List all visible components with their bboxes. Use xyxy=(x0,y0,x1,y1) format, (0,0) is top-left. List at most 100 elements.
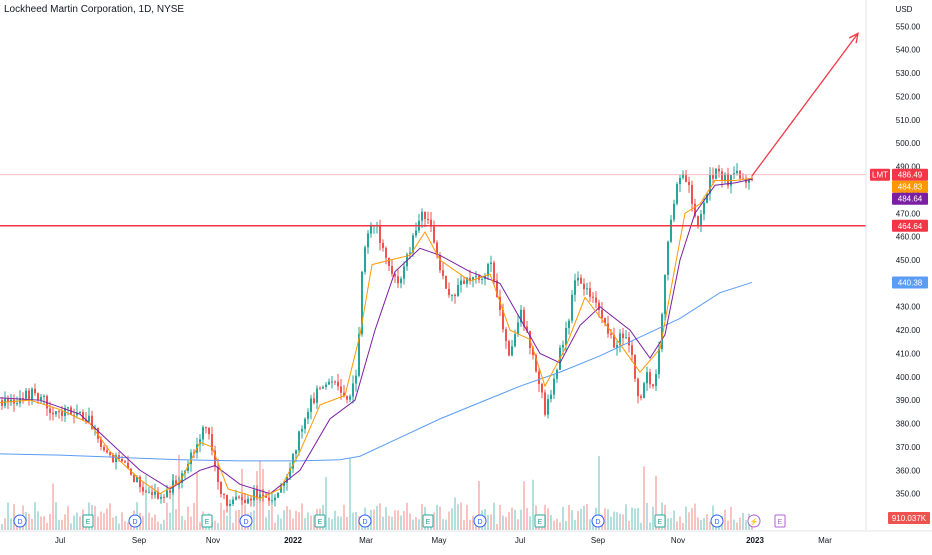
candle xyxy=(364,247,366,272)
candle xyxy=(631,345,633,355)
candle xyxy=(691,185,693,204)
event-marker-dividend[interactable] xyxy=(239,514,253,528)
volume-bar xyxy=(532,479,534,530)
candle xyxy=(190,452,192,465)
symbol-tag-text: LMT xyxy=(872,171,888,180)
volume-bar xyxy=(331,519,333,530)
candle xyxy=(622,333,624,339)
ma-long-price-tag[interactable] xyxy=(892,276,928,289)
volume-bar xyxy=(724,509,726,530)
event-markers[interactable]: D E D E D E D E D E D E D ⚡ E xyxy=(13,514,786,528)
candle xyxy=(79,412,81,414)
volume-bar xyxy=(619,513,621,530)
event-marker-earnings[interactable] xyxy=(654,514,666,528)
event-marker-earnings[interactable] xyxy=(534,514,546,528)
event-marker-label: E xyxy=(538,519,543,526)
ma-price-tag[interactable] xyxy=(892,192,928,205)
candle xyxy=(487,264,489,276)
candle xyxy=(562,344,564,348)
candle xyxy=(361,271,363,335)
level-price-tag[interactable] xyxy=(892,219,928,232)
volume-bar xyxy=(580,508,582,530)
volume-bar xyxy=(700,520,702,530)
x-tick-label: Mar xyxy=(818,536,832,545)
candle xyxy=(469,277,471,281)
event-marker-earnings[interactable] xyxy=(422,514,434,528)
projection-arrow[interactable] xyxy=(751,32,859,177)
x-tick-label: 2023 xyxy=(746,536,764,545)
candle xyxy=(16,403,18,405)
volume-bar xyxy=(397,510,399,530)
event-marker-split[interactable] xyxy=(747,514,761,528)
event-marker-earnings[interactable] xyxy=(314,514,326,528)
y-tick-label: 390.00 xyxy=(896,396,921,405)
candle xyxy=(358,334,360,376)
candle xyxy=(211,434,213,451)
event-marker-dividend[interactable] xyxy=(591,514,605,528)
y-tick-label: 520.00 xyxy=(896,92,921,101)
horizontal-levels[interactable] xyxy=(0,32,866,227)
volume-bar xyxy=(256,471,258,530)
event-marker-dividend[interactable] xyxy=(710,514,724,528)
volume-bar xyxy=(502,515,504,530)
candle xyxy=(742,178,744,180)
volume-bar xyxy=(199,522,201,530)
event-marker-label: D xyxy=(595,519,600,526)
candle xyxy=(7,398,9,403)
y-tick-label: 450.00 xyxy=(896,256,921,265)
volume-bar xyxy=(607,509,609,530)
volume-tag[interactable] xyxy=(888,512,930,524)
volume-bar xyxy=(523,481,525,530)
candle xyxy=(154,491,156,495)
volume-bar xyxy=(103,513,105,530)
candle xyxy=(346,395,348,400)
x-tick-label: Jul xyxy=(515,536,525,545)
price-axis[interactable]: USD 350.00 360.00 370.00 380.00 390.00 400.00 4… xyxy=(865,0,930,530)
candle xyxy=(88,415,90,422)
volume-bar xyxy=(187,506,189,530)
event-marker-dividend[interactable] xyxy=(13,514,27,528)
volume-bar xyxy=(526,508,528,530)
candle xyxy=(664,274,666,315)
event-marker-dividend[interactable] xyxy=(128,514,142,528)
candle xyxy=(709,174,711,194)
candle xyxy=(34,388,36,394)
symbol-tag[interactable] xyxy=(870,168,890,181)
candle xyxy=(160,496,162,499)
volume-bar xyxy=(433,512,435,530)
candle xyxy=(616,345,618,348)
candle xyxy=(703,202,705,215)
level-price-tag-text: 464.64 xyxy=(898,222,923,231)
time-axis[interactable]: Jul Sep Nov 2022 Mar May Jul Sep Nov 2023 Mar xyxy=(0,530,932,545)
candle xyxy=(640,396,642,398)
candle xyxy=(565,328,567,345)
volume-bar xyxy=(112,517,114,530)
volume-bar xyxy=(283,510,285,530)
candle xyxy=(379,225,381,243)
candle xyxy=(472,277,474,281)
candle xyxy=(496,280,498,298)
candle xyxy=(91,415,93,429)
candle xyxy=(394,273,396,277)
volume-bar xyxy=(553,520,555,530)
event-marker-earnings-upcoming[interactable] xyxy=(774,514,786,528)
volume-bar xyxy=(451,508,453,530)
candle xyxy=(76,412,78,416)
event-marker-earnings[interactable] xyxy=(201,514,213,528)
event-marker-dividend[interactable] xyxy=(358,514,372,528)
last-price-tag[interactable] xyxy=(892,168,928,181)
volume-bar xyxy=(688,512,690,530)
event-marker-dividend[interactable] xyxy=(473,514,487,528)
y-tick-label: 530.00 xyxy=(896,69,921,78)
volume-bar xyxy=(631,507,633,530)
ema-price-tag[interactable] xyxy=(892,180,928,193)
candle xyxy=(628,337,630,346)
candle xyxy=(733,173,735,175)
candle xyxy=(310,398,312,412)
currency-label: USD xyxy=(896,5,913,14)
candle xyxy=(223,493,225,496)
event-marker-earnings[interactable] xyxy=(82,514,94,528)
candle xyxy=(634,354,636,379)
